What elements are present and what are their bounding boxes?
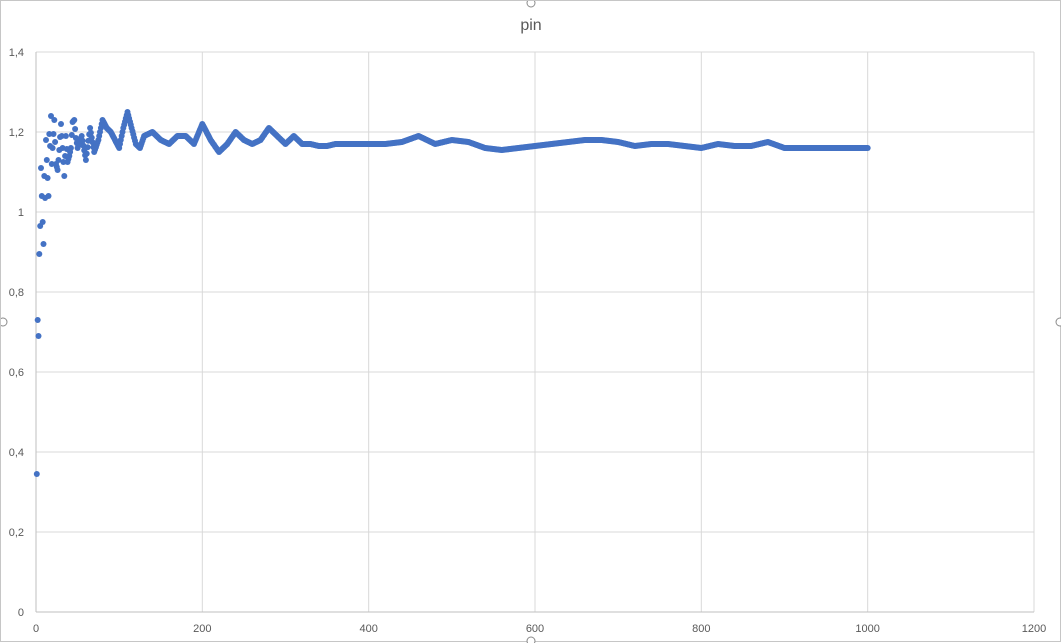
y-tick-label: 0 [18, 607, 24, 619]
x-tick-label: 1000 [855, 623, 879, 635]
resize-handle-right[interactable] [1055, 317, 1061, 327]
data-point [88, 134, 95, 141]
data-point [48, 161, 55, 167]
axes [35, 52, 1034, 613]
y-tick-label: 0,2 [9, 527, 24, 539]
data-point [79, 137, 86, 144]
data-point [35, 333, 42, 339]
data-point [43, 137, 49, 143]
y-tick-label: 1,2 [9, 127, 24, 139]
data-point [36, 251, 43, 257]
data-point [58, 121, 64, 127]
x-tick-label: 400 [359, 623, 377, 635]
data-point [39, 219, 46, 225]
y-tick-label: 1,4 [9, 47, 24, 59]
x-tick-label: 1200 [1022, 623, 1046, 635]
data-point [84, 144, 91, 151]
data-point [33, 471, 40, 477]
data-point [72, 126, 79, 132]
data-point [87, 129, 94, 136]
chart-title: pin [520, 17, 541, 34]
data-point [83, 150, 90, 157]
y-tick-label: 1 [18, 207, 24, 219]
resize-handle-left[interactable] [1, 317, 8, 327]
data-point [62, 133, 69, 139]
resize-handle-bottom[interactable] [526, 636, 536, 643]
data-point [48, 113, 54, 119]
data-point [55, 157, 62, 163]
data-point [50, 131, 57, 137]
data-point [71, 117, 78, 123]
data-point [864, 145, 871, 151]
y-tick-label: 0,6 [9, 367, 24, 379]
x-tick-label: 600 [526, 623, 544, 635]
data-point [45, 193, 52, 199]
data-point [52, 139, 59, 145]
y-tick-label: 0,8 [9, 287, 24, 299]
data-point [54, 167, 61, 173]
x-tick-label: 200 [193, 623, 211, 635]
data-point [46, 131, 53, 137]
data-point [38, 165, 44, 171]
data-point [40, 241, 47, 247]
data-point [34, 317, 41, 323]
x-tick-label: 0 [33, 623, 39, 635]
data-point [49, 145, 56, 151]
data-point [60, 159, 67, 165]
resize-handle-top[interactable] [526, 1, 536, 8]
data-point [87, 125, 94, 131]
data-series [33, 109, 871, 477]
data-point [51, 117, 58, 123]
x-axis-tick-labels: 0 200 400 600 800 1000 1200 [33, 623, 1046, 635]
data-point [58, 133, 65, 139]
x-tick-label: 800 [692, 623, 710, 635]
data-point [44, 175, 51, 181]
data-point [82, 157, 89, 163]
data-point [61, 173, 68, 179]
y-axis-tick-labels: 0 0,2 0,4 0,6 0,8 1 1,2 1,4 [9, 47, 24, 619]
y-tick-label: 0,4 [9, 447, 24, 459]
data-point [68, 132, 75, 138]
data-point [67, 145, 74, 151]
data-point [78, 133, 85, 139]
data-point [43, 157, 50, 163]
